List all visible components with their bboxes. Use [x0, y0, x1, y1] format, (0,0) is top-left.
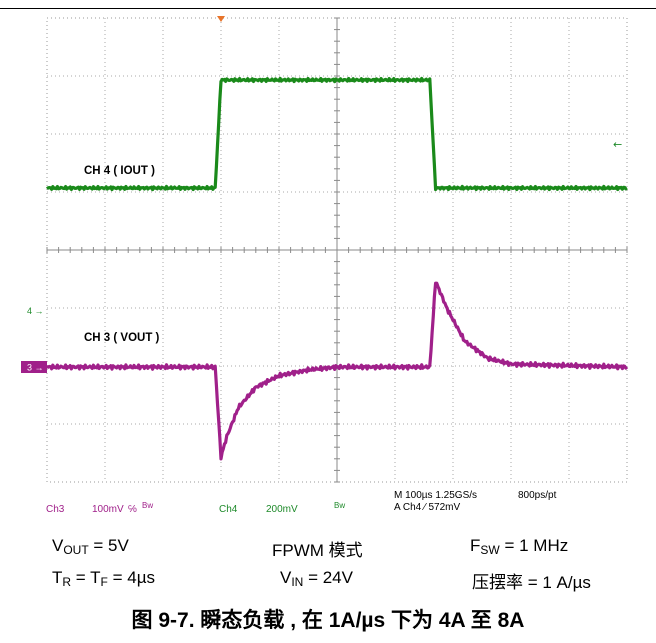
slew-param: 压摆率 = 1 A/µs [472, 573, 591, 592]
mode-param: FPWM 模式 [272, 541, 363, 560]
ch3-trace-label: CH 3 ( VOUT ) [84, 332, 160, 344]
rise-fall-param: TR = TF = 4µs [52, 568, 155, 589]
timebase-readout: M 100µs 1.25GS/s [394, 490, 478, 501]
fsw-param: FSW = 1 MHz [470, 536, 569, 557]
ch3-bw: Bw [142, 501, 154, 510]
ch4-scale: 200mV [266, 504, 298, 515]
top-rule [0, 8, 656, 9]
ch3-ground-marker: 3 → [27, 363, 44, 373]
vout-param: VOUT = 5V [52, 536, 129, 557]
sample-rate-readout: 800ps/pt [518, 490, 557, 501]
ch3-name: Ch3 [46, 504, 65, 515]
ch3-ground-marker-box [21, 361, 47, 373]
trigger-position-marker [217, 16, 225, 22]
test-conditions: VOUT = 5V FPWM 模式 FSW = 1 MHz TR = TF = … [0, 530, 656, 594]
ch4-bw: Bw [334, 501, 346, 510]
scope-plot: CH 4 ( IOUT ) CH 3 ( VOUT ) ← 4 → 3 → [21, 16, 629, 483]
ch4-trace-label: CH 4 ( IOUT ) [84, 165, 155, 177]
figure-caption: 图 9-7. 瞬态负载 , 在 1A/µs 下为 4A 至 8A [131, 609, 525, 632]
ch4-ground-marker: 4 → [27, 306, 44, 316]
vin-param: VIN = 24V [280, 568, 353, 589]
oscilloscope-screen: CH 4 ( IOUT ) CH 3 ( VOUT ) ← 4 → 3 → Ch3 10… [18, 12, 638, 520]
ch3-coupling: ℅ [128, 504, 137, 515]
ch3-scale: 100mV [92, 504, 124, 515]
trigger-level-arrow: ← [613, 138, 622, 151]
ch4-name: Ch4 [219, 504, 238, 515]
trigger-readout: A Ch4 ⁄ 572mV [394, 502, 461, 513]
ch4-iout-trace [45, 76, 628, 192]
ch3-vout-trace [45, 281, 629, 461]
